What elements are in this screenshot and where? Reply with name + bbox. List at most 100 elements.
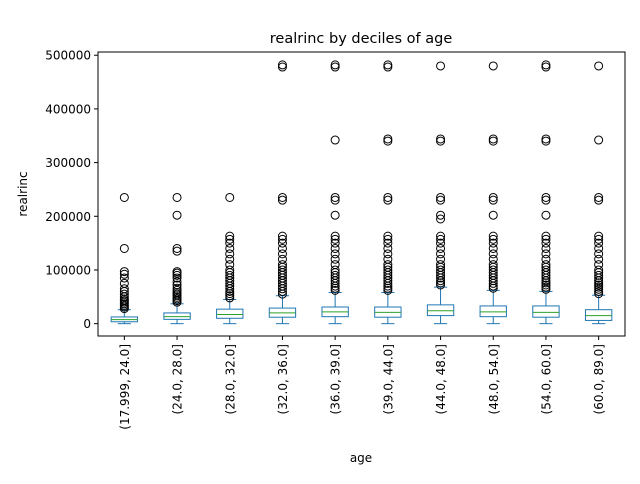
- box-group: [374, 60, 402, 325]
- outlier-point: [594, 238, 604, 248]
- outlier-point: [436, 260, 446, 270]
- outlier-point: [119, 284, 129, 294]
- box-group: [584, 61, 613, 325]
- outlier-point: [330, 243, 340, 253]
- outlier-point: [541, 265, 551, 275]
- outlier-point: [541, 210, 551, 220]
- outlier-point: [541, 243, 551, 253]
- outlier-point: [277, 265, 287, 275]
- box-group: [268, 60, 297, 325]
- outlier-point: [330, 234, 340, 244]
- outlier-point: [330, 254, 340, 264]
- outlier-point: [225, 265, 235, 275]
- outlier-point: [541, 238, 551, 248]
- box-group: [532, 60, 560, 325]
- outlier-point: [594, 231, 604, 241]
- outlier-point: [488, 210, 498, 220]
- outlier-point: [383, 260, 393, 270]
- outlier-point: [488, 238, 498, 248]
- x-tick-label: (39.0, 44.0]: [381, 344, 395, 414]
- outlier-point: [383, 60, 393, 70]
- outlier-point: [541, 192, 551, 202]
- x-tick-label: (60.0, 89.0]: [592, 344, 606, 414]
- outlier-point: [488, 61, 498, 71]
- box-group: [321, 60, 349, 325]
- outlier-point: [277, 260, 287, 270]
- outlier-point: [172, 277, 182, 287]
- outlier-point: [436, 243, 446, 253]
- outlier-point: [541, 249, 551, 259]
- outlier-point: [383, 231, 393, 241]
- y-tick-label: 100000: [45, 263, 91, 277]
- outlier-point: [436, 265, 446, 275]
- outlier-point: [277, 60, 287, 70]
- outlier-point: [172, 267, 182, 277]
- outlier-point: [383, 254, 393, 264]
- axes-frame: [97, 51, 626, 337]
- outlier-point: [225, 234, 235, 244]
- outlier-point: [541, 134, 551, 144]
- outlier-point: [594, 284, 604, 294]
- outlier-point: [172, 246, 182, 256]
- outlier-point: [330, 260, 340, 270]
- outlier-point: [172, 243, 182, 253]
- outlier-point: [594, 61, 604, 71]
- outlier-point: [541, 234, 551, 244]
- outlier-point: [172, 270, 182, 280]
- outlier-point: [594, 195, 604, 205]
- outlier-point: [383, 285, 393, 295]
- outlier-point: [330, 195, 340, 205]
- x-tick-label: (54.0, 60.0]: [539, 344, 553, 414]
- outlier-point: [383, 238, 393, 248]
- outlier-point: [436, 249, 446, 259]
- outlier-point: [330, 192, 340, 202]
- y-tick-label: 200000: [45, 210, 91, 224]
- box: [532, 305, 560, 318]
- outlier-point: [541, 62, 551, 72]
- outlier-point: [436, 134, 446, 144]
- outlier-point: [488, 234, 498, 244]
- outlier-point: [277, 254, 287, 264]
- outlier-point: [277, 234, 287, 244]
- outlier-point: [541, 136, 551, 146]
- outlier-point: [330, 60, 340, 70]
- outlier-point: [172, 192, 182, 202]
- outlier-point: [277, 192, 287, 202]
- outlier-point: [277, 231, 287, 241]
- box-group: [479, 61, 507, 325]
- y-axis-label: realrinc: [16, 171, 30, 216]
- outlier-point: [594, 135, 604, 145]
- outlier-point: [277, 195, 287, 205]
- outlier-point: [594, 286, 604, 296]
- outlier-point: [225, 293, 235, 303]
- outlier-point: [541, 231, 551, 241]
- outlier-point: [383, 136, 393, 146]
- outlier-point: [330, 135, 340, 145]
- outlier-point: [225, 192, 235, 202]
- outlier-point: [383, 234, 393, 244]
- box: [216, 308, 244, 319]
- outlier-point: [594, 270, 604, 280]
- outlier-point: [594, 282, 604, 292]
- outlier-point: [488, 136, 498, 146]
- outlier-point: [541, 280, 551, 290]
- outlier-point: [383, 265, 393, 275]
- outlier-point: [488, 254, 498, 264]
- outlier-point: [488, 265, 498, 275]
- box: [426, 304, 455, 317]
- outlier-point: [172, 285, 182, 295]
- x-tick-label: (24.0, 28.0]: [171, 344, 185, 414]
- box: [163, 312, 191, 320]
- outlier-point: [594, 243, 604, 253]
- outlier-point: [488, 260, 498, 270]
- outlier-point: [436, 254, 446, 264]
- outlier-point: [383, 192, 393, 202]
- outlier-point: [119, 278, 129, 288]
- outlier-point: [277, 243, 287, 253]
- outlier-point: [172, 283, 182, 293]
- outlier-point: [594, 254, 604, 264]
- y-tick-label: 0: [83, 317, 91, 331]
- outlier-point: [436, 234, 446, 244]
- outlier-point: [383, 243, 393, 253]
